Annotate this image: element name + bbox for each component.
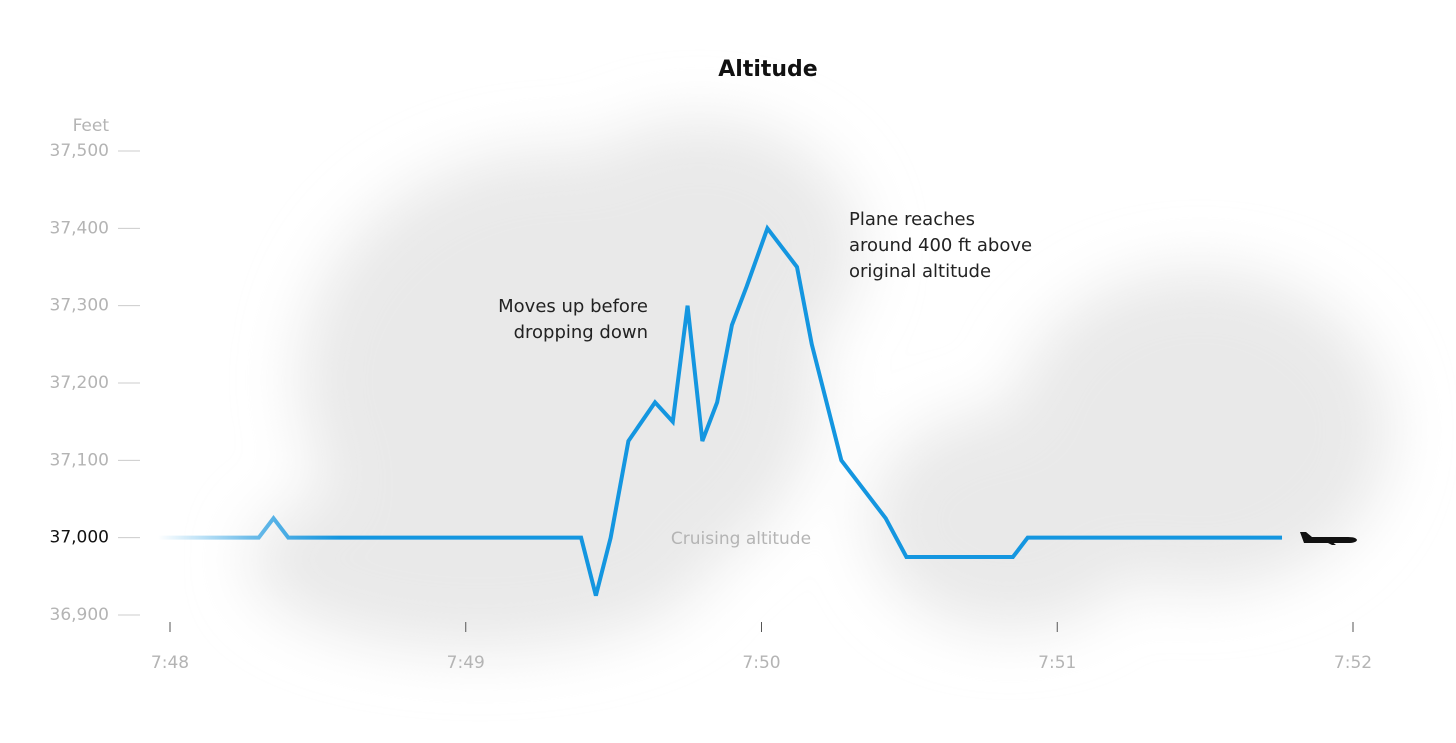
annotation: original altitude [849, 261, 991, 282]
chart-title: Altitude [718, 57, 817, 82]
y-tick-label: 37,300 [50, 296, 109, 316]
y-tick-label: 37,400 [50, 218, 109, 238]
altitude-line [158, 224, 1283, 597]
x-tick-label: 7:49 [447, 653, 485, 673]
y-tick-label: 36,900 [50, 605, 109, 625]
y-tick-label: 37,000 [50, 528, 109, 548]
annotation: Moves up before [498, 296, 648, 317]
x-tick-label: 7:51 [1038, 653, 1076, 673]
plane-icon [1300, 532, 1357, 545]
annotation: Cruising altitude [671, 529, 811, 549]
y-tick-label: 37,200 [50, 373, 109, 393]
y-axis-label: Feet [73, 116, 110, 136]
annotation: dropping down [514, 322, 648, 343]
x-tick-label: 7:48 [151, 653, 189, 673]
clouds [250, 120, 1390, 650]
annotation: around 400 ft above [849, 235, 1032, 256]
y-tick-label: 37,100 [50, 450, 109, 470]
x-tick-label: 7:50 [742, 653, 780, 673]
annotation: Plane reaches [849, 209, 975, 230]
x-tick-label: 7:52 [1334, 653, 1372, 673]
y-tick-label: 37,500 [50, 141, 109, 161]
